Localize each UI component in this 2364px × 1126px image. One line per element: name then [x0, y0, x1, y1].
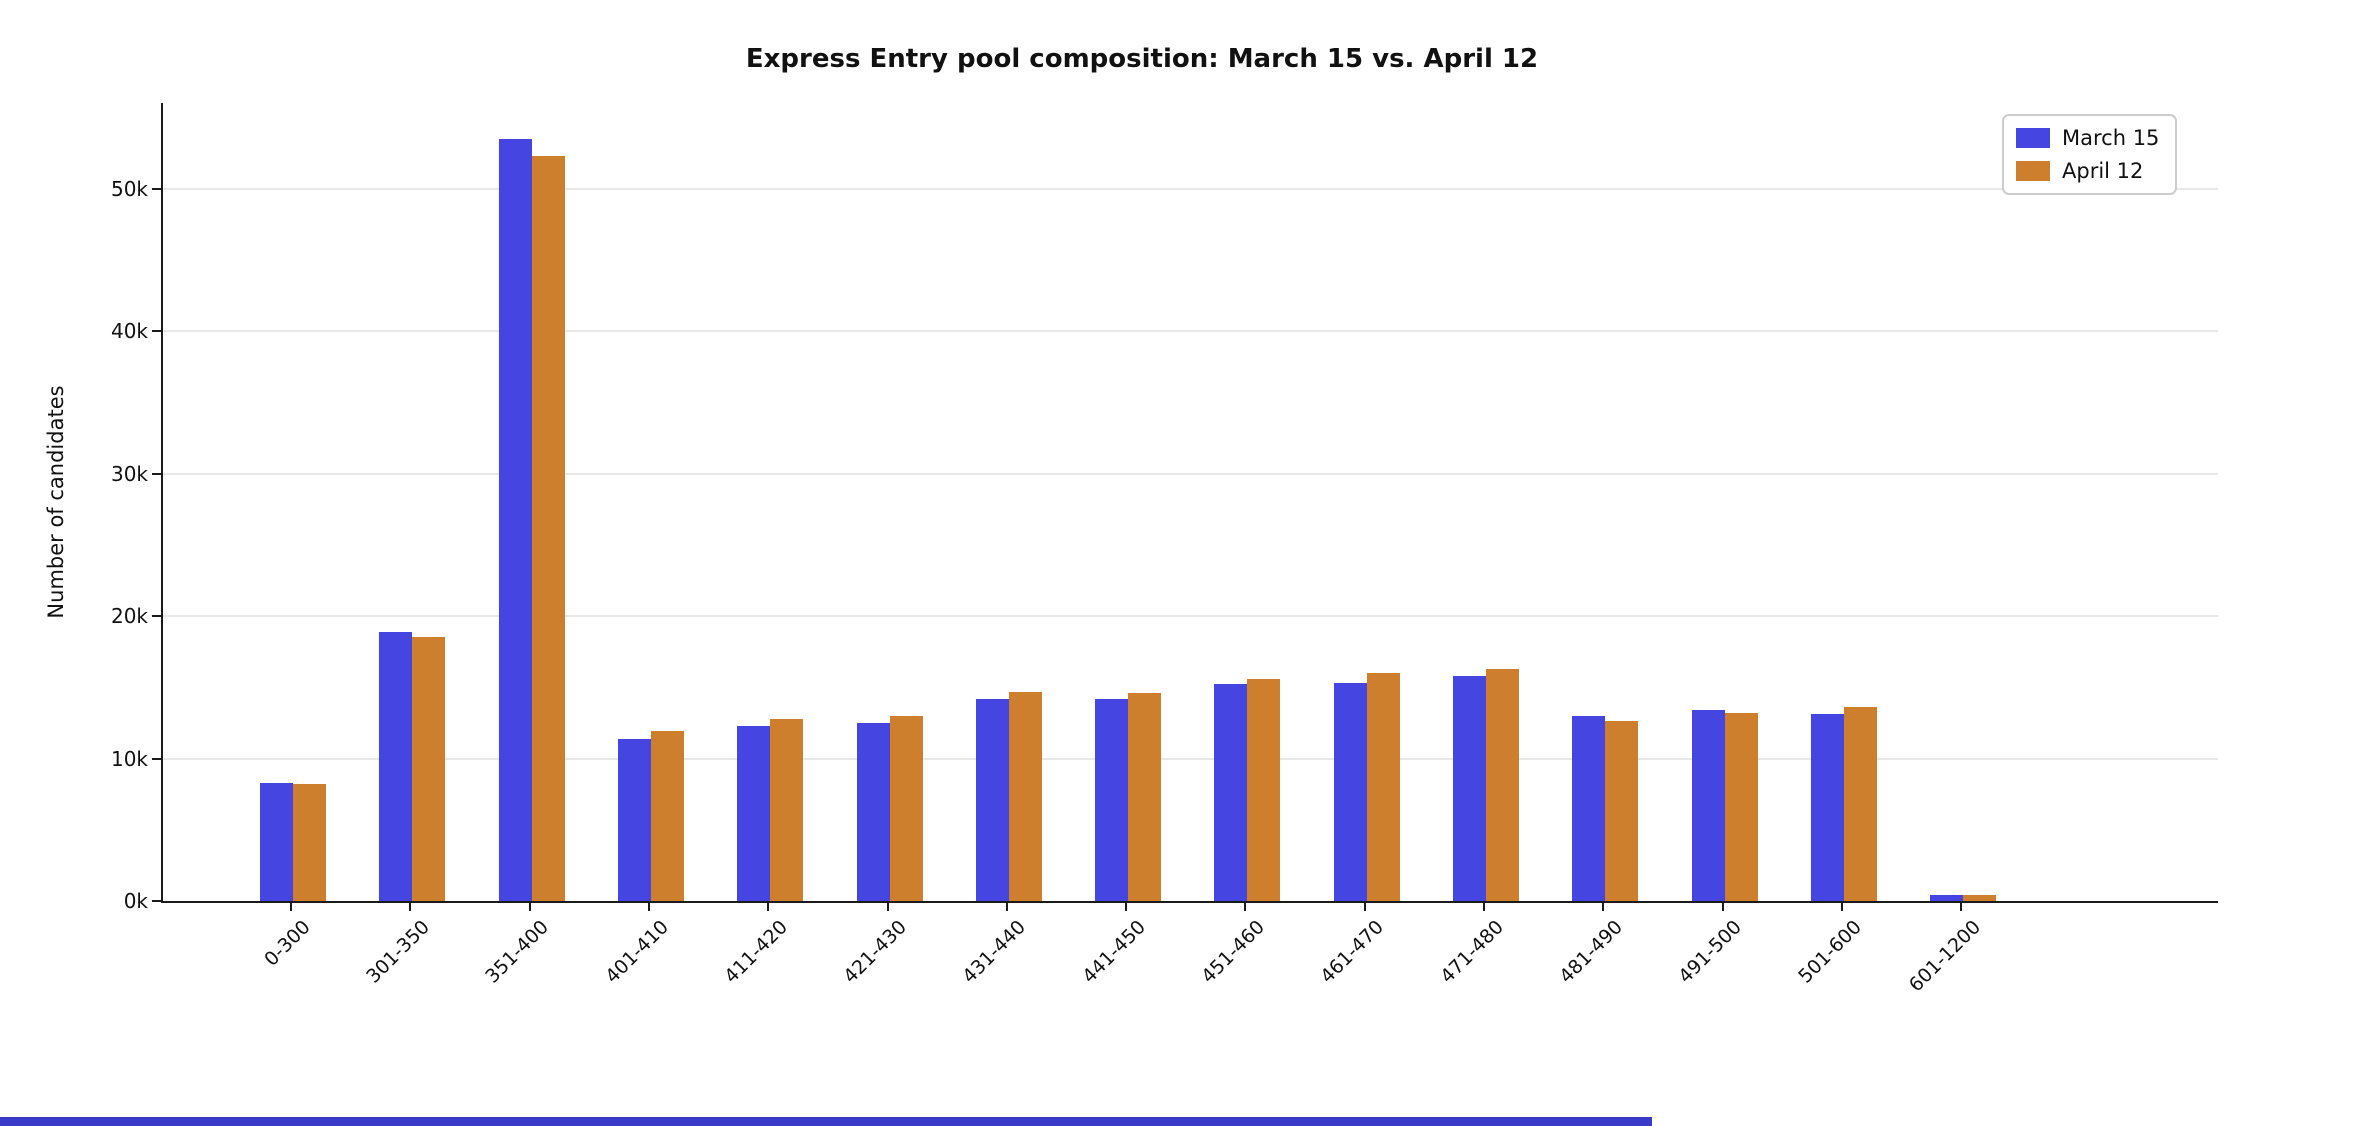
bar — [1128, 692, 1162, 901]
y-tick-mark — [152, 330, 161, 332]
y-tick-label: 0k — [123, 889, 148, 913]
gridline — [163, 615, 2218, 617]
x-tick-mark — [1721, 902, 1724, 911]
y-tick-label: 30k — [110, 461, 148, 486]
y-axis-label: Number of candidates — [44, 385, 68, 619]
chart-title: Express Entry pool composition: March 15… — [745, 44, 1539, 74]
bar — [617, 738, 651, 901]
gridline — [163, 330, 2218, 332]
bar — [1095, 698, 1129, 901]
x-tick-mark — [1602, 902, 1605, 911]
y-tick-mark — [152, 187, 161, 190]
x-tick-mark — [409, 902, 412, 911]
bar — [1247, 678, 1281, 901]
bar — [1486, 668, 1519, 901]
x-tick-mark — [1840, 902, 1843, 911]
bar — [1572, 715, 1606, 901]
bar — [531, 155, 565, 901]
legend-swatch-april-12 — [2016, 161, 2050, 181]
bottom-strip — [0, 1117, 1652, 1126]
y-tick-mark — [152, 472, 161, 475]
bar — [856, 722, 890, 901]
bar — [1366, 673, 1400, 901]
legend-entry: April 12 — [2016, 159, 2159, 183]
legend-entry: March 15 — [2016, 126, 2159, 150]
bar — [1214, 684, 1248, 901]
x-tick-mark — [1125, 902, 1128, 911]
bar — [650, 731, 684, 901]
bar — [1453, 675, 1486, 901]
y-tick-mark — [152, 900, 161, 902]
bar — [1691, 710, 1725, 901]
bar — [498, 138, 532, 901]
bar — [737, 725, 771, 901]
bar — [260, 782, 293, 901]
plot-area — [161, 103, 2218, 903]
bar — [1810, 714, 1844, 901]
bar — [889, 715, 923, 901]
x-tick-mark — [528, 902, 531, 911]
bar — [770, 718, 804, 901]
bar — [1724, 712, 1758, 901]
bar — [975, 698, 1009, 901]
y-tick-mark — [152, 615, 161, 617]
y-tick-label: 50k — [110, 176, 148, 201]
bar — [1843, 707, 1877, 901]
x-tick-mark — [290, 902, 292, 911]
x-tick-mark — [767, 902, 770, 911]
bar — [1605, 721, 1639, 901]
x-tick-mark — [886, 902, 889, 911]
y-tick-label: 20k — [110, 604, 148, 628]
bar — [1930, 895, 1964, 901]
bar — [412, 637, 446, 901]
legend-swatch-march-15 — [2016, 128, 2050, 148]
y-tick-label: 10k — [110, 746, 148, 771]
bar — [379, 631, 413, 901]
bar — [1008, 691, 1042, 901]
x-tick-mark — [1244, 902, 1247, 911]
bar — [1963, 895, 1997, 901]
bar — [1333, 682, 1367, 901]
gridline — [163, 472, 2218, 475]
bar — [293, 784, 326, 901]
gridline — [163, 187, 2218, 190]
x-tick-mark — [1005, 902, 1008, 911]
x-tick-label: 601-1200 — [1904, 916, 1985, 997]
legend-label-march-15: March 15 — [2062, 126, 2160, 150]
legend-label-april-12: April 12 — [2062, 159, 2144, 183]
legend: March 15 April 12 — [2002, 114, 2178, 195]
x-tick-mark — [1363, 902, 1366, 911]
y-tick-mark — [152, 757, 161, 760]
y-tick-label: 40k — [110, 319, 148, 343]
x-tick-mark — [1483, 902, 1485, 911]
gridline — [163, 757, 2218, 760]
x-tick-mark — [647, 902, 650, 911]
x-tick-mark — [1960, 902, 1963, 911]
